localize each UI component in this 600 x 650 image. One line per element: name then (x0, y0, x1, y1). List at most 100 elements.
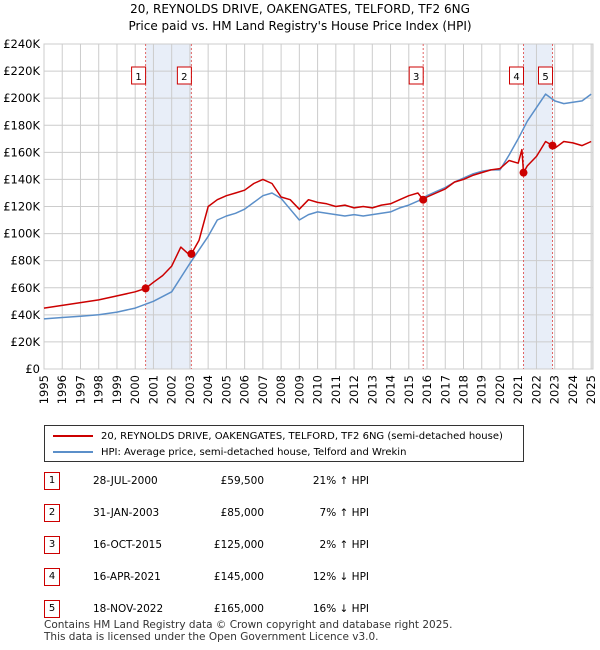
legend-swatch-hpi (53, 451, 93, 453)
sale-hpi-diff: 12% ↓ HPI (312, 571, 369, 583)
y-tick-label: £160K (3, 145, 40, 159)
x-tick-label: 1999 (110, 375, 124, 404)
chart-subtitle: Price paid vs. HM Land Registry's House … (128, 19, 471, 33)
footer-copyright: Contains HM Land Registry data © Crown c… (44, 619, 453, 631)
legend-item-property: 20, REYNOLDS DRIVE, OAKENGATES, TELFORD,… (53, 428, 503, 444)
x-tick-label: 2014 (384, 375, 398, 404)
x-tick-label: 2017 (438, 375, 452, 404)
sale-row: 2 31-JAN-2003 £85,000 7% ↑ HPI (0, 504, 600, 524)
sale-point (141, 284, 150, 293)
x-tick-label: 2002 (165, 375, 179, 404)
sale-label-number: 3 (413, 72, 419, 83)
x-tick-label: 2000 (128, 375, 142, 404)
sale-date: 28-JUL-2000 (93, 475, 158, 487)
legend-swatch-property (53, 435, 93, 437)
x-tick-label: 2004 (201, 375, 215, 404)
x-tick-label: 2020 (493, 375, 507, 404)
y-tick-label: £60K (11, 281, 41, 295)
x-tick-label: 2021 (511, 375, 525, 404)
price-chart: 20, REYNOLDS DRIVE, OAKENGATES, TELFORD,… (3, 2, 598, 404)
sale-price: £59,500 (220, 475, 264, 487)
sale-date: 18-NOV-2022 (93, 603, 164, 615)
sale-price: £145,000 (213, 571, 264, 583)
x-tick-label: 2016 (420, 375, 434, 404)
x-tick-label: 2019 (475, 375, 489, 404)
y-tick-label: £0 (25, 362, 40, 376)
sale-label-number: 2 (181, 72, 187, 83)
chart-title: 20, REYNOLDS DRIVE, OAKENGATES, TELFORD,… (130, 2, 470, 16)
legend-item-hpi: HPI: Average price, semi-detached house,… (53, 444, 406, 460)
x-tick-label: 2018 (457, 375, 471, 404)
x-tick-label: 2006 (238, 375, 252, 404)
legend-label-property: 20, REYNOLDS DRIVE, OAKENGATES, TELFORD,… (101, 430, 503, 442)
sale-label-box (408, 66, 424, 85)
y-tick-label: £120K (3, 200, 40, 214)
sale-label-number: 4 (513, 72, 519, 83)
sale-date: 16-APR-2021 (93, 571, 161, 583)
y-tick-label: £80K (11, 254, 41, 268)
sale-hpi-diff: 16% ↓ HPI (312, 603, 369, 615)
sale-label-box (509, 66, 525, 85)
y-tick-label: £220K (3, 64, 40, 78)
x-tick-label: 2013 (365, 375, 379, 404)
y-tick-label: £100K (3, 227, 40, 241)
y-tick-label: £240K (3, 37, 40, 51)
y-tick-label: £200K (3, 91, 40, 105)
sale-date: 31-JAN-2003 (93, 507, 160, 519)
y-tick-label: £40K (11, 308, 41, 322)
plot-border (43, 43, 594, 370)
x-tick-label: 2025 (584, 375, 598, 404)
sale-row: 1 28-JUL-2000 £59,500 21% ↑ HPI (0, 472, 600, 492)
sale-number-badge: 1 (44, 472, 60, 490)
sale-row: 4 16-APR-2021 £145,000 12% ↓ HPI (0, 568, 600, 588)
sale-label-number: 5 (542, 72, 548, 83)
x-tick-label: 2010 (311, 375, 325, 404)
x-tick-label: 2008 (274, 375, 288, 404)
legend-label-hpi: HPI: Average price, semi-detached house,… (101, 446, 407, 458)
x-tick-label: 2015 (402, 375, 416, 404)
footer: Contains HM Land Registry data © Crown c… (44, 619, 452, 643)
sale-point (187, 249, 196, 258)
sale-number-badge: 3 (44, 536, 60, 554)
y-tick-label: £180K (3, 118, 40, 132)
sale-label-box (538, 66, 554, 85)
x-tick-label: 2007 (256, 375, 270, 404)
x-tick-label: 2009 (292, 375, 306, 404)
x-tick-label: 2023 (548, 375, 562, 404)
x-tick-label: 2022 (529, 375, 543, 404)
sale-price: £165,000 (213, 603, 264, 615)
sale-hpi-diff: 21% ↑ HPI (312, 475, 369, 487)
future-region (591, 44, 593, 369)
x-tick-label: 1995 (37, 375, 51, 404)
sale-number-badge: 4 (44, 568, 60, 586)
footer-licence: This data is licensed under the Open Gov… (44, 631, 379, 643)
sale-row: 5 18-NOV-2022 £165,000 16% ↓ HPI (0, 600, 600, 620)
plot-area: £0 £20K £40K £60K £80K £100K £120K £140K £160K £1… (3, 37, 598, 404)
sale-row: 3 16-OCT-2015 £125,000 2% ↑ HPI (0, 536, 600, 556)
sale-price: £85,000 (220, 507, 264, 519)
sale-number-badge: 2 (44, 504, 60, 522)
sale-number-badge: 5 (44, 600, 60, 618)
x-tick-label: 2024 (566, 375, 580, 404)
x-tick-label: 2005 (219, 375, 233, 404)
sale-point (419, 195, 428, 204)
x-tick-label: 1998 (92, 375, 106, 404)
sale-price: £125,000 (213, 539, 264, 551)
legend: 20, REYNOLDS DRIVE, OAKENGATES, TELFORD,… (44, 425, 524, 462)
x-tick-label: 2001 (146, 375, 160, 404)
sale-label-number: 1 (135, 72, 141, 83)
sale-point (519, 168, 528, 177)
sale-date: 16-OCT-2015 (93, 539, 162, 551)
sale-hpi-diff: 7% ↑ HPI (319, 507, 369, 519)
hpi-line (43, 93, 592, 320)
sale-hpi-diff: 2% ↑ HPI (319, 539, 369, 551)
x-tick-label: 1996 (55, 375, 69, 404)
x-tick-label: 2003 (183, 375, 197, 404)
sale-point (548, 141, 557, 150)
property-price-line (43, 140, 592, 309)
x-tick-label: 2011 (329, 375, 343, 404)
sale-label-box (176, 66, 192, 85)
y-tick-label: £140K (3, 172, 40, 186)
x-tick-label: 2012 (347, 375, 361, 404)
sale-label-box (131, 66, 147, 85)
